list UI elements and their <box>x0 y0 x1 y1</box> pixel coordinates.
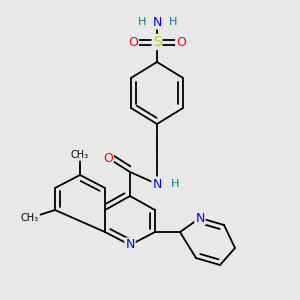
Text: H: H <box>169 17 177 27</box>
Text: H: H <box>138 17 146 27</box>
Text: N: N <box>152 16 162 28</box>
Text: S: S <box>153 35 161 49</box>
Text: N: N <box>152 178 162 190</box>
Text: CH₃: CH₃ <box>71 150 89 160</box>
Text: O: O <box>128 35 138 49</box>
Text: CH₃: CH₃ <box>21 213 39 223</box>
Text: O: O <box>103 152 113 164</box>
Text: H: H <box>171 179 179 189</box>
Text: N: N <box>195 212 205 224</box>
Text: O: O <box>176 35 186 49</box>
Text: N: N <box>125 238 135 251</box>
